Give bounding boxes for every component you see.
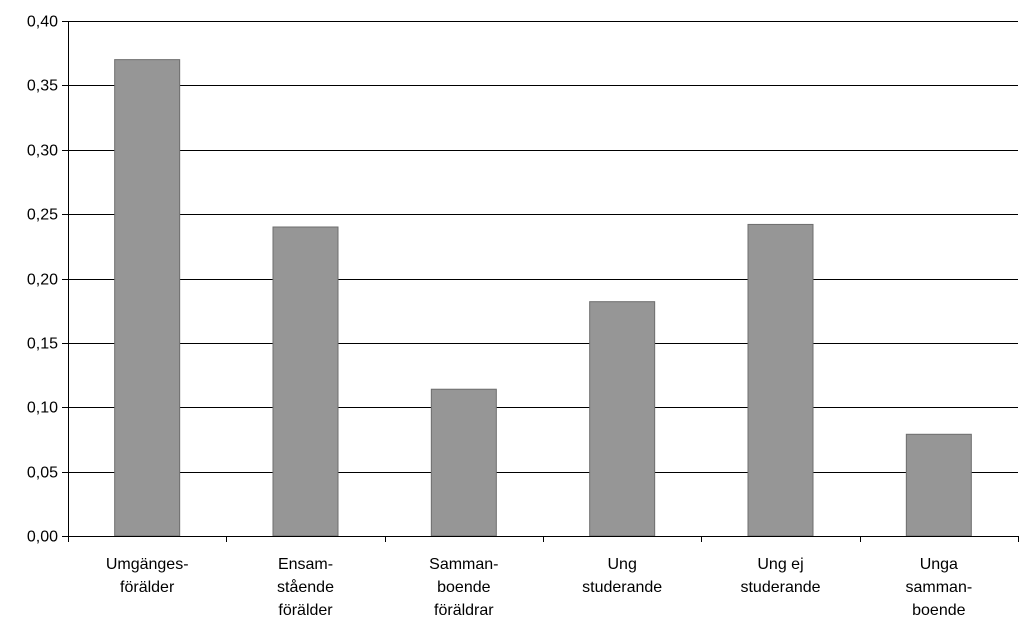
bar bbox=[905, 433, 972, 537]
category-label: Ung studerande bbox=[582, 556, 662, 596]
y-tick-label: 0,05 bbox=[27, 465, 58, 482]
category-label: Unga samman-boende bbox=[905, 556, 972, 619]
category-label-line: Ung bbox=[607, 556, 636, 573]
y-tick-label: 0,40 bbox=[27, 14, 58, 31]
bar bbox=[430, 388, 497, 537]
category-label-line: Ung ej bbox=[757, 556, 803, 573]
category-label-line: samman- bbox=[905, 579, 972, 596]
category-label-line: studerande bbox=[740, 579, 820, 596]
y-tick-label: 0,10 bbox=[27, 400, 58, 417]
bar bbox=[114, 59, 181, 537]
category-label-line: Ensam- bbox=[278, 556, 333, 573]
y-tick-label: 0,00 bbox=[27, 529, 58, 546]
category-label-line: förälder bbox=[120, 579, 175, 596]
category-label-line: stående bbox=[277, 578, 334, 596]
category-label-line: Samman- bbox=[429, 556, 498, 573]
category-labels: Umgänges-förälder Ensam-stående förälder Sa… bbox=[106, 556, 972, 619]
axes bbox=[62, 21, 1019, 542]
y-tick-label: 0,25 bbox=[27, 207, 58, 224]
category-label: Ung ej studerande bbox=[740, 556, 820, 596]
category-label-line: boende bbox=[437, 579, 490, 596]
y-tick-label: 0,35 bbox=[27, 78, 58, 95]
category-label-line: förälder bbox=[278, 602, 333, 619]
bars bbox=[114, 59, 972, 537]
category-label-line: studerande bbox=[582, 579, 662, 596]
bar bbox=[272, 226, 339, 537]
category-label-line: Umgänges- bbox=[106, 556, 189, 573]
category-label-line: föräldrar bbox=[434, 602, 494, 619]
category-label-line: boende bbox=[912, 602, 965, 619]
bar bbox=[589, 301, 656, 537]
category-label: Ensam-stående förälder bbox=[277, 556, 334, 619]
category-label: Samman-boende föräldrar bbox=[429, 556, 498, 619]
y-tick-label: 0,30 bbox=[27, 143, 58, 160]
bar bbox=[747, 223, 814, 537]
gridlines bbox=[68, 21, 1018, 473]
category-label: Umgänges-förälder bbox=[106, 556, 189, 596]
y-tick-label: 0,15 bbox=[27, 336, 58, 353]
y-tick-labels: 0,00 0,05 0,10 0,15 0,20 0,25 0,30 0,35 0,40 bbox=[27, 14, 58, 546]
y-tick-label: 0,20 bbox=[27, 272, 58, 289]
category-label-line: Unga bbox=[920, 556, 958, 573]
